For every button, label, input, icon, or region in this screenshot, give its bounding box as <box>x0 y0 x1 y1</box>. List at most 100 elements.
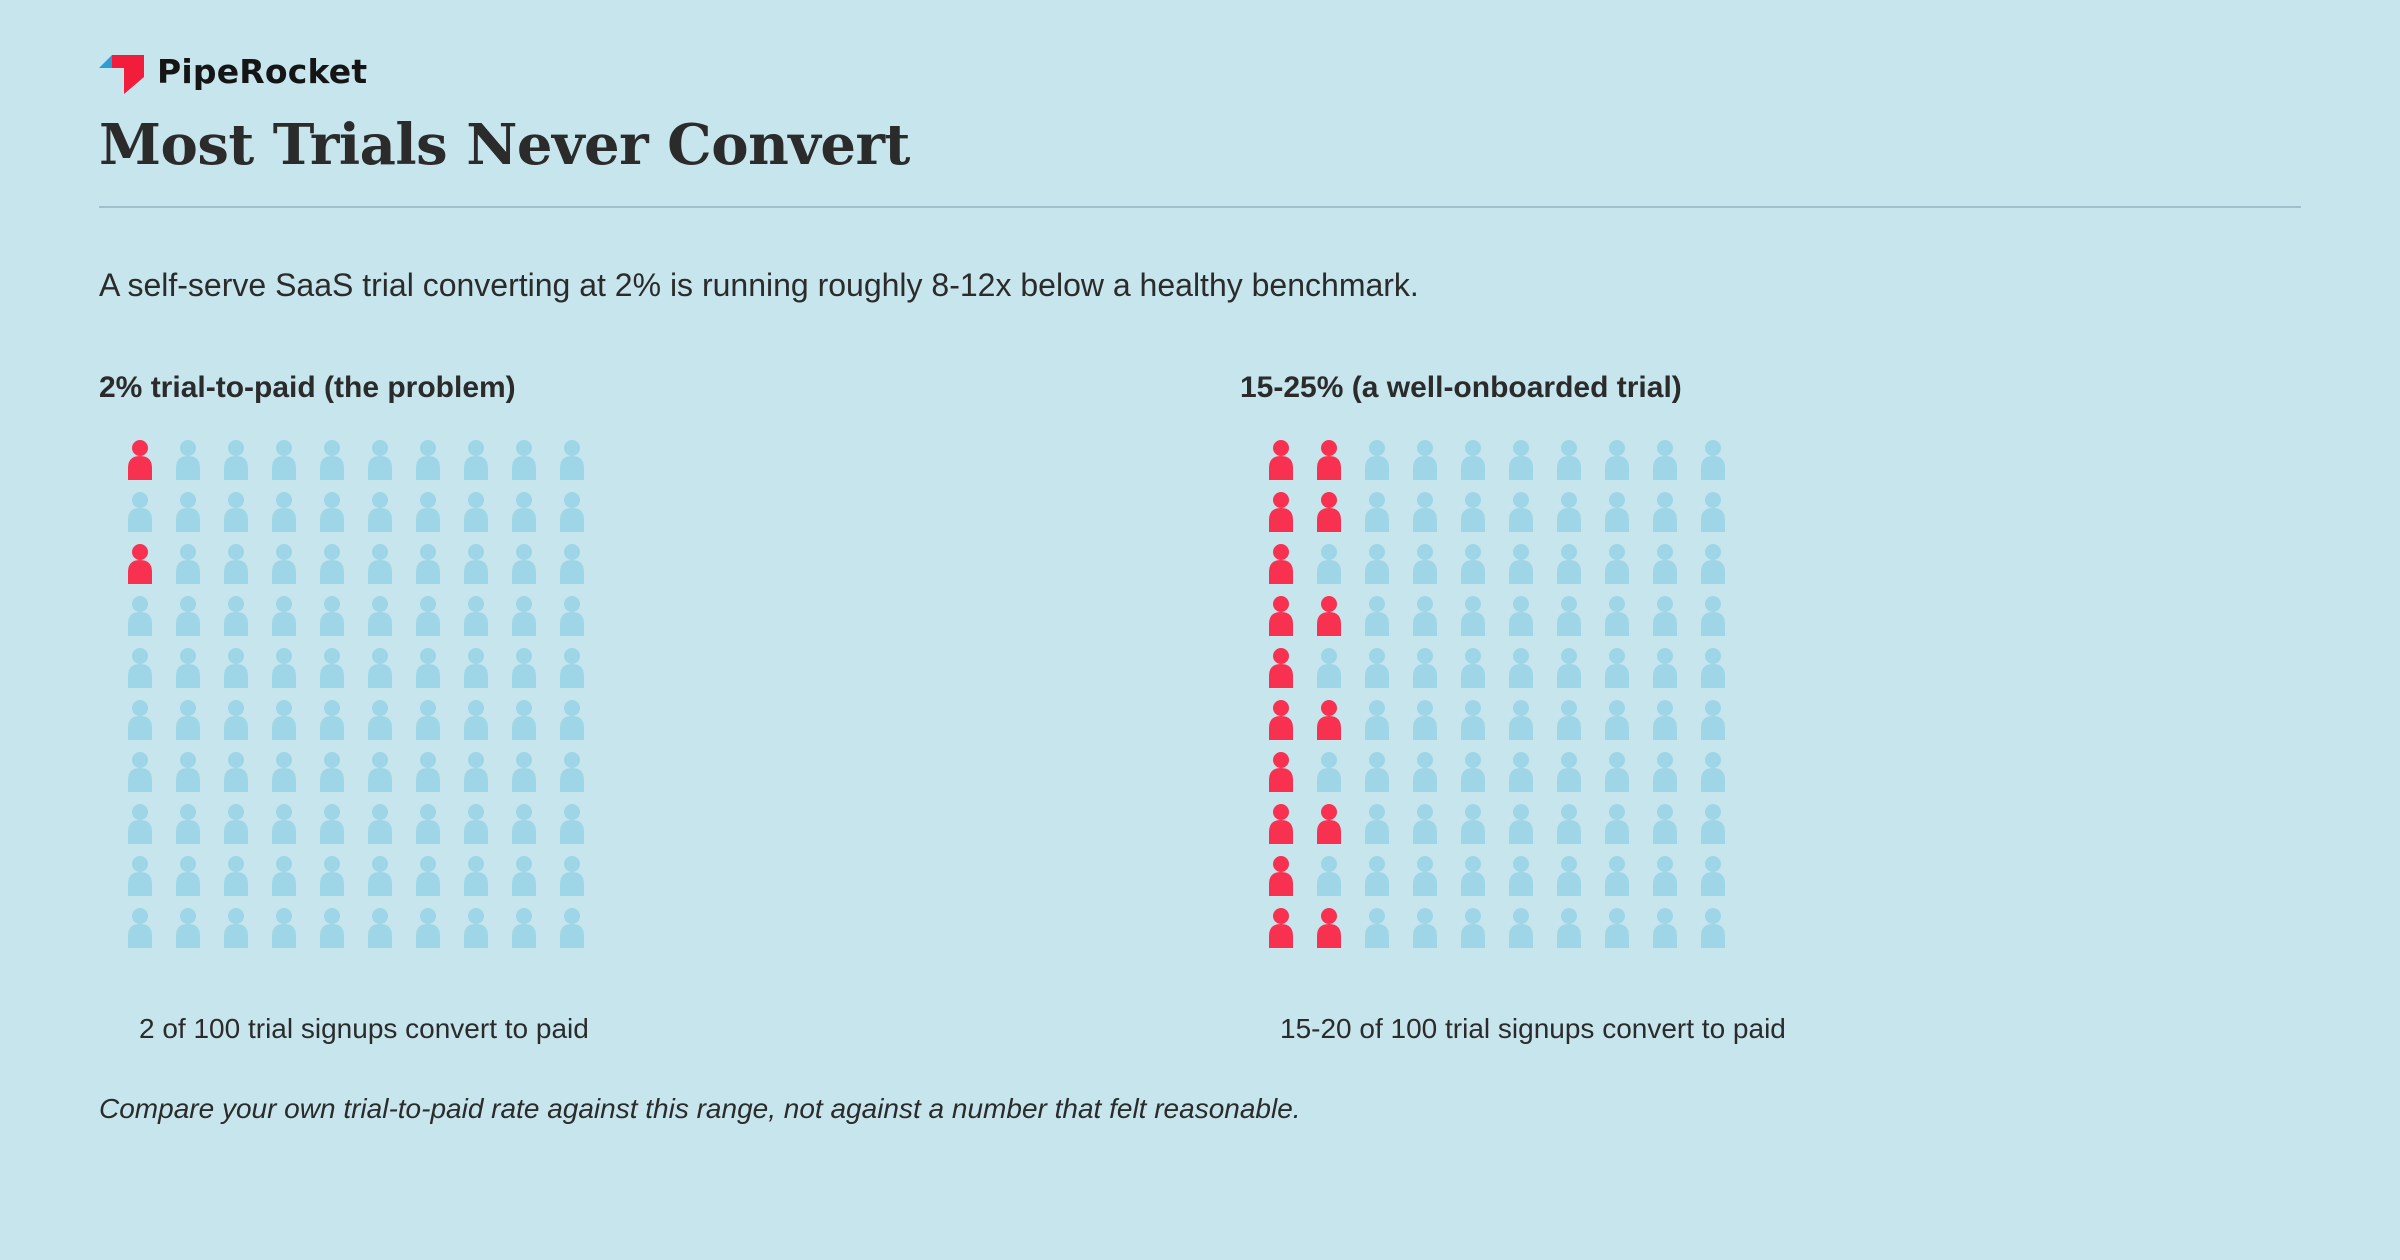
unconverted-person-icon <box>464 752 488 792</box>
person-body <box>128 560 152 584</box>
person-body <box>1701 872 1725 896</box>
person-head <box>420 752 436 768</box>
person-body <box>1701 508 1725 532</box>
person-body <box>1653 872 1677 896</box>
rocket-logo-icon <box>99 55 144 94</box>
left-chart-title: 2% trial-to-paid (the problem) <box>99 371 516 404</box>
person-head <box>1273 856 1289 872</box>
person-head <box>1321 752 1337 768</box>
person-head <box>180 440 196 456</box>
person-body <box>320 456 344 480</box>
person-body <box>368 768 392 792</box>
unconverted-person-icon <box>320 596 344 636</box>
unconverted-person-icon <box>560 752 584 792</box>
person-body <box>1653 924 1677 948</box>
unconverted-person-icon <box>560 596 584 636</box>
person-body <box>128 612 152 636</box>
person-body <box>1509 820 1533 844</box>
unconverted-person-icon <box>1317 856 1341 896</box>
person-body <box>320 612 344 636</box>
unconverted-person-icon <box>224 908 248 948</box>
unconverted-person-icon <box>1701 596 1725 636</box>
person-body <box>368 820 392 844</box>
unconverted-person-icon <box>1413 752 1437 792</box>
person-head <box>1369 492 1385 508</box>
person-body <box>1365 872 1389 896</box>
person-head <box>1705 648 1721 664</box>
unconverted-person-icon <box>464 804 488 844</box>
unconverted-person-icon <box>1317 752 1341 792</box>
person-body <box>1317 612 1341 636</box>
person-head <box>132 492 148 508</box>
unconverted-person-icon <box>1461 752 1485 792</box>
person-body <box>1509 456 1533 480</box>
unconverted-person-icon <box>1653 700 1677 740</box>
unconverted-person-icon <box>1557 804 1581 844</box>
person-head <box>132 700 148 716</box>
converted-person-icon <box>1317 440 1341 480</box>
person-body <box>1509 716 1533 740</box>
person-head <box>1513 856 1529 872</box>
person-body <box>128 456 152 480</box>
unconverted-person-icon <box>368 440 392 480</box>
unconverted-person-icon <box>1557 544 1581 584</box>
person-body <box>1317 768 1341 792</box>
person-body <box>1365 768 1389 792</box>
unconverted-person-icon <box>272 440 296 480</box>
person-body <box>224 716 248 740</box>
person-body <box>1605 768 1629 792</box>
person-head <box>228 544 244 560</box>
unconverted-person-icon <box>416 752 440 792</box>
person-body <box>416 664 440 688</box>
unconverted-person-icon <box>1509 648 1533 688</box>
unconverted-person-icon <box>1605 440 1629 480</box>
person-body <box>1461 872 1485 896</box>
unconverted-person-icon <box>176 648 200 688</box>
person-head <box>1321 440 1337 456</box>
person-head <box>1273 804 1289 820</box>
person-head <box>564 856 580 872</box>
converted-person-icon <box>1269 440 1293 480</box>
converted-person-icon <box>1269 700 1293 740</box>
unconverted-person-icon <box>1605 492 1629 532</box>
person-head <box>132 908 148 924</box>
converted-person-icon <box>1269 752 1293 792</box>
person-head <box>1465 492 1481 508</box>
unconverted-person-icon <box>128 700 152 740</box>
unconverted-person-icon <box>416 856 440 896</box>
converted-person-icon <box>128 544 152 584</box>
person-head <box>1705 752 1721 768</box>
converted-person-icon <box>1317 908 1341 948</box>
unconverted-person-icon <box>560 492 584 532</box>
unconverted-person-icon <box>1413 804 1437 844</box>
person-head <box>564 700 580 716</box>
person-head <box>1465 700 1481 716</box>
person-body <box>1317 456 1341 480</box>
person-head <box>324 544 340 560</box>
unconverted-person-icon <box>416 596 440 636</box>
unconverted-person-icon <box>1509 856 1533 896</box>
person-head <box>468 544 484 560</box>
person-body <box>1413 508 1437 532</box>
unconverted-person-icon <box>1653 596 1677 636</box>
intro-text: A self-serve SaaS trial converting at 2%… <box>99 267 1419 303</box>
person-head <box>180 648 196 664</box>
person-head <box>1657 440 1673 456</box>
person-head <box>1465 544 1481 560</box>
person-body <box>1605 924 1629 948</box>
unconverted-person-icon <box>272 544 296 584</box>
person-body <box>1413 924 1437 948</box>
person-head <box>468 492 484 508</box>
person-body <box>176 768 200 792</box>
person-body <box>320 664 344 688</box>
unconverted-person-icon <box>272 700 296 740</box>
converted-person-icon <box>1269 544 1293 584</box>
unconverted-person-icon <box>1653 804 1677 844</box>
converted-person-icon <box>1317 700 1341 740</box>
person-body <box>464 612 488 636</box>
unconverted-person-icon <box>224 596 248 636</box>
person-head <box>276 440 292 456</box>
person-head <box>516 440 532 456</box>
unconverted-person-icon <box>1509 804 1533 844</box>
person-head <box>1369 700 1385 716</box>
